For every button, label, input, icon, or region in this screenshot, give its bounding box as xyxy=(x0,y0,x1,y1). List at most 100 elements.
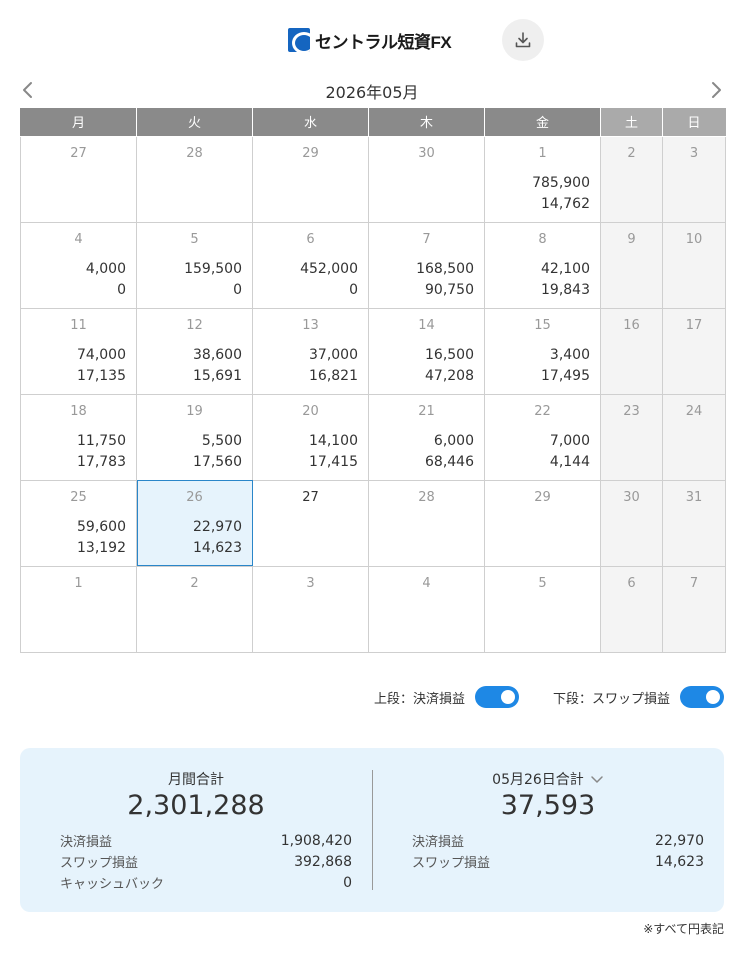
calendar-day-cell[interactable]: 29 xyxy=(252,135,369,223)
logo: セントラル短資FX xyxy=(288,28,452,52)
display-toggles: 上段：決済損益 下段：スワップ損益 xyxy=(340,686,724,708)
calendar-day-cell[interactable]: 10 xyxy=(662,221,726,309)
calendar-day-cell[interactable]: 4 4,000 0 xyxy=(20,221,137,309)
calendar-day-cell[interactable]: 20 14,100 17,415 xyxy=(252,393,369,481)
lower-toggle-label: 下段：スワップ損益 xyxy=(552,691,670,707)
weekday-header: 水 xyxy=(252,108,369,137)
calendar-day-cell[interactable]: 6 452,000 0 xyxy=(252,221,369,309)
settlement-pnl-value: 14,100 xyxy=(309,432,358,449)
day-number: 3 xyxy=(689,145,699,161)
month-title: 2026年05月 xyxy=(325,83,419,102)
calendar-day-cell[interactable]: 25 59,600 13,192 xyxy=(20,479,137,567)
calendar-day-cell[interactable]: 16 xyxy=(600,307,663,395)
calendar-day-cell[interactable]: 11 74,000 17,135 xyxy=(20,307,137,395)
summary-panel: 月間合計 2,301,288 決済損益 1,908,420 スワップ損益 392,86… xyxy=(20,748,724,912)
calendar-day-cell[interactable]: 28 xyxy=(368,479,485,567)
day-number: 29 xyxy=(534,489,551,505)
calendar-day-cell[interactable]: 1 785,900 14,762 xyxy=(484,135,601,223)
calendar-day-cell[interactable]: 3 xyxy=(662,135,726,223)
swap-pnl-value: 4,144 xyxy=(549,453,590,470)
day-number: 30 xyxy=(623,489,640,505)
calendar-day-cell[interactable]: 2 xyxy=(136,565,253,653)
day-number: 27 xyxy=(302,489,319,505)
daily-summary: 05月26日合計 37,593 決済損益 22,970 スワップ損益 14,623 xyxy=(372,748,724,912)
calendar-day-cell[interactable]: 9 xyxy=(600,221,663,309)
settlement-pnl-value: 74,000 xyxy=(77,346,126,363)
calendar-day-cell[interactable]: 31 xyxy=(662,479,726,567)
day-number: 3 xyxy=(306,575,315,591)
download-button[interactable] xyxy=(502,19,544,61)
day-number: 9 xyxy=(627,231,636,247)
calendar-day-cell[interactable]: 13 37,000 16,821 xyxy=(252,307,369,395)
calendar-day-cell[interactable]: 17 xyxy=(662,307,726,395)
settlement-pnl-value: 785,900 xyxy=(532,174,590,191)
upper-toggle-switch[interactable] xyxy=(474,686,519,708)
calendar-grid: 月火水木金土日 27 28 29 30 1 785,900 14,762 2 3 4 4,000 0 5… xyxy=(20,108,726,653)
lower-toggle-switch[interactable] xyxy=(680,686,724,708)
calendar-day-cell[interactable]: 4 xyxy=(368,565,485,653)
swap-pnl-value: 15,691 xyxy=(193,367,242,384)
day-number: 13 xyxy=(302,317,319,333)
summary-row: スワップ損益 14,623 xyxy=(412,851,704,872)
month-navigation: 2026年05月 xyxy=(20,76,724,104)
logo-text: セントラル短資FX xyxy=(315,32,452,52)
calendar-week-row: 1 2 3 4 5 6 7 xyxy=(20,565,726,653)
calendar-day-cell[interactable]: 19 5,500 17,560 xyxy=(136,393,253,481)
summary-row-value: 1,908,420 xyxy=(280,832,352,849)
day-number: 17 xyxy=(685,317,703,333)
settlement-pnl-value: 59,600 xyxy=(77,518,126,535)
summary-row: スワップ損益 392,868 xyxy=(60,851,352,872)
daily-summary-title-dropdown[interactable]: 05月26日合計 xyxy=(372,769,724,789)
weekday-header: 月 xyxy=(20,108,137,137)
next-month-button[interactable] xyxy=(704,78,728,102)
swap-pnl-value: 13,192 xyxy=(77,539,126,556)
calendar-day-cell[interactable]: 24 xyxy=(662,393,726,481)
calendar-day-cell[interactable]: 18 11,750 17,783 xyxy=(20,393,137,481)
day-number: 7 xyxy=(422,231,431,247)
day-number: 2 xyxy=(190,575,199,591)
summary-row-label: スワップ損益 xyxy=(412,856,491,871)
calendar-day-cell[interactable]: 22 7,000 4,144 xyxy=(484,393,601,481)
calendar-day-cell[interactable]: 6 xyxy=(600,565,663,653)
calendar-day-cell[interactable]: 30 xyxy=(600,479,663,567)
calendar-day-cell[interactable]: 12 38,600 15,691 xyxy=(136,307,253,395)
swap-pnl-value: 0 xyxy=(117,281,126,298)
summary-row-label: 決済損益 xyxy=(412,835,465,850)
swap-pnl-value: 19,843 xyxy=(541,281,590,298)
weekday-header: 火 xyxy=(136,108,253,137)
calendar-day-cell[interactable]: 27 xyxy=(252,479,369,567)
day-number: 22 xyxy=(534,403,551,419)
summary-row-label: スワップ損益 xyxy=(60,856,139,871)
day-number: 28 xyxy=(418,489,435,505)
day-number: 14 xyxy=(418,317,435,333)
day-number: 16 xyxy=(623,317,640,333)
calendar-day-cell[interactable]: 7 168,500 90,750 xyxy=(368,221,485,309)
prev-month-button[interactable] xyxy=(16,78,40,102)
calendar-day-cell[interactable]: 27 xyxy=(20,135,137,223)
calendar-day-cell[interactable]: 14 16,500 47,208 xyxy=(368,307,485,395)
calendar-day-cell[interactable]: 5 xyxy=(484,565,601,653)
settlement-pnl-value: 16,500 xyxy=(425,346,474,363)
calendar-day-cell[interactable]: 28 xyxy=(136,135,253,223)
calendar-day-cell[interactable]: 1 xyxy=(20,565,137,653)
calendar-week-row: 27 28 29 30 1 785,900 14,762 2 3 xyxy=(20,135,726,223)
settlement-pnl-value: 3,400 xyxy=(549,346,590,363)
calendar-day-cell[interactable]: 30 xyxy=(368,135,485,223)
calendar-day-cell[interactable]: 8 42,100 19,843 xyxy=(484,221,601,309)
calendar-day-cell[interactable]: 2 xyxy=(600,135,663,223)
calendar-day-cell[interactable]: 21 6,000 68,446 xyxy=(368,393,485,481)
calendar-day-cell[interactable]: 26 22,970 14,623 xyxy=(136,479,253,567)
weekday-header: 土 xyxy=(600,108,663,137)
calendar-week-row: 11 74,000 17,135 12 38,600 15,691 13 37,000 16,8… xyxy=(20,307,726,395)
calendar-day-cell[interactable]: 3 xyxy=(252,565,369,653)
calendar-day-cell[interactable]: 5 159,500 0 xyxy=(136,221,253,309)
calendar-day-cell[interactable]: 29 xyxy=(484,479,601,567)
swap-pnl-value: 0 xyxy=(349,281,358,298)
daily-summary-total: 37,593 xyxy=(500,790,596,821)
calendar-day-cell[interactable]: 7 xyxy=(662,565,726,653)
calendar-day-cell[interactable]: 23 xyxy=(600,393,663,481)
summary-row: 決済損益 22,970 xyxy=(412,830,704,851)
day-number: 4 xyxy=(74,231,83,247)
settlement-pnl-value: 5,500 xyxy=(201,432,242,449)
calendar-day-cell[interactable]: 15 3,400 17,495 xyxy=(484,307,601,395)
